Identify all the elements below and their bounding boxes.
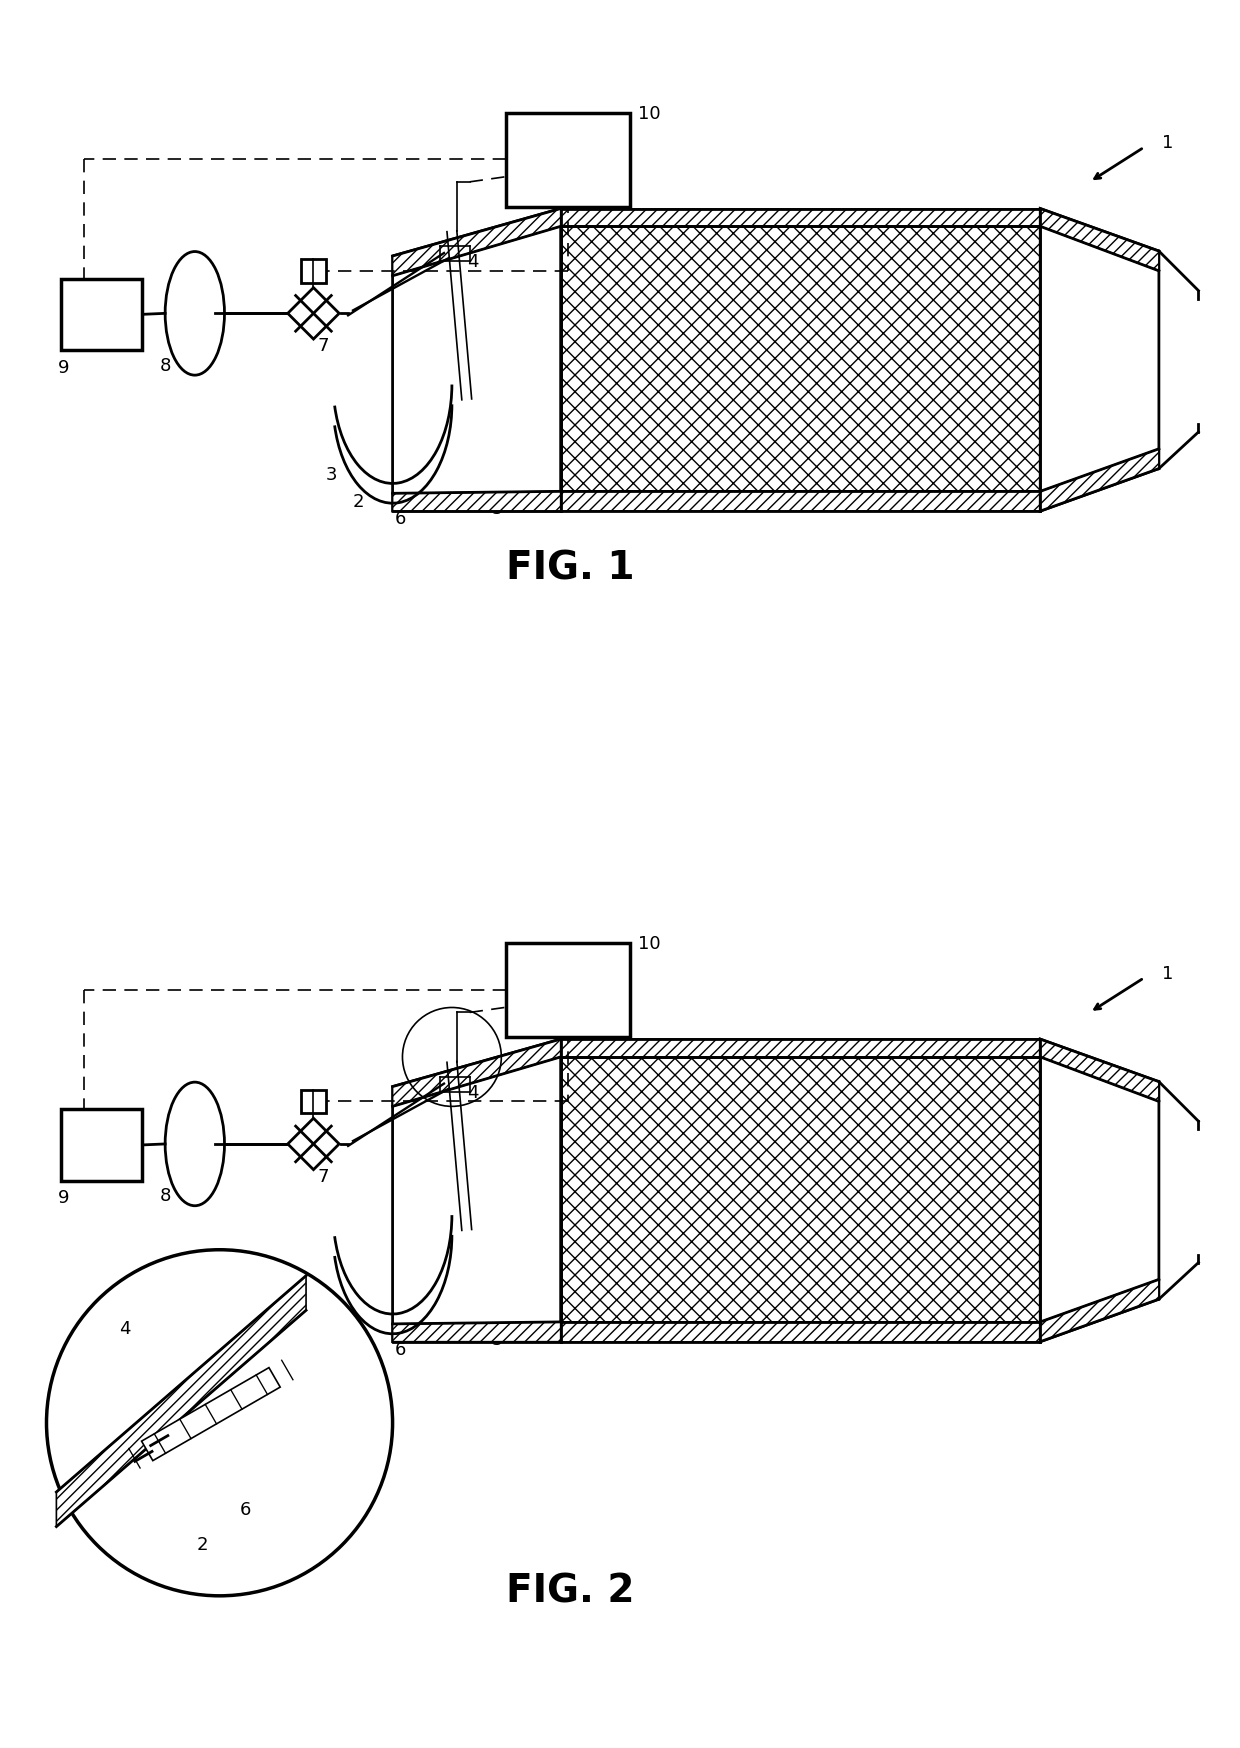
Ellipse shape [165,1082,224,1206]
Bar [300,1091,326,1113]
Text: 1: 1 [1162,965,1173,982]
Text: 4: 4 [466,253,479,271]
Text: 3: 3 [325,1295,337,1313]
Text: 10: 10 [637,105,661,122]
Bar [506,944,630,1038]
Polygon shape [1040,1040,1159,1342]
Polygon shape [393,491,560,512]
Polygon shape [1040,210,1159,271]
Text: 8: 8 [160,1187,171,1204]
Text: 7: 7 [317,1168,329,1185]
Text: 5: 5 [491,1330,503,1348]
Polygon shape [393,1040,560,1106]
Text: 2: 2 [353,1323,365,1341]
Polygon shape [1040,1040,1159,1101]
Text: 7: 7 [317,337,329,355]
Polygon shape [393,210,560,512]
Polygon shape [560,1058,1040,1321]
Bar [300,260,326,283]
Polygon shape [393,1040,560,1342]
Text: 10: 10 [637,935,661,953]
Text: 5: 5 [491,500,503,517]
Polygon shape [560,1040,1040,1058]
Bar [61,1110,143,1182]
Circle shape [46,1250,393,1596]
Text: 4: 4 [466,1084,479,1101]
Text: 3: 3 [325,465,337,482]
Polygon shape [1040,449,1159,512]
Text: 4: 4 [119,1318,130,1337]
Polygon shape [56,1276,306,1526]
Polygon shape [393,210,560,276]
Text: 6: 6 [239,1500,252,1519]
Text: 9: 9 [58,358,69,376]
Text: 2: 2 [353,493,365,510]
Text: 9: 9 [58,1189,69,1206]
Polygon shape [141,1369,280,1461]
Text: 6: 6 [394,1341,405,1358]
Text: FIG. 2: FIG. 2 [506,1571,635,1610]
Polygon shape [288,1119,340,1169]
Polygon shape [560,210,1040,227]
Text: 1: 1 [1162,135,1173,152]
Bar [506,114,630,208]
Polygon shape [560,1321,1040,1342]
Polygon shape [560,227,1040,491]
Polygon shape [560,491,1040,512]
Polygon shape [1040,1280,1159,1342]
Polygon shape [288,288,340,339]
Text: 6: 6 [394,510,405,528]
Text: FIG. 1: FIG. 1 [506,549,635,587]
Text: 8: 8 [160,357,171,374]
Polygon shape [393,1321,560,1342]
Bar [61,280,143,351]
Polygon shape [1040,210,1159,512]
Ellipse shape [165,252,224,376]
Text: 2: 2 [196,1535,208,1552]
